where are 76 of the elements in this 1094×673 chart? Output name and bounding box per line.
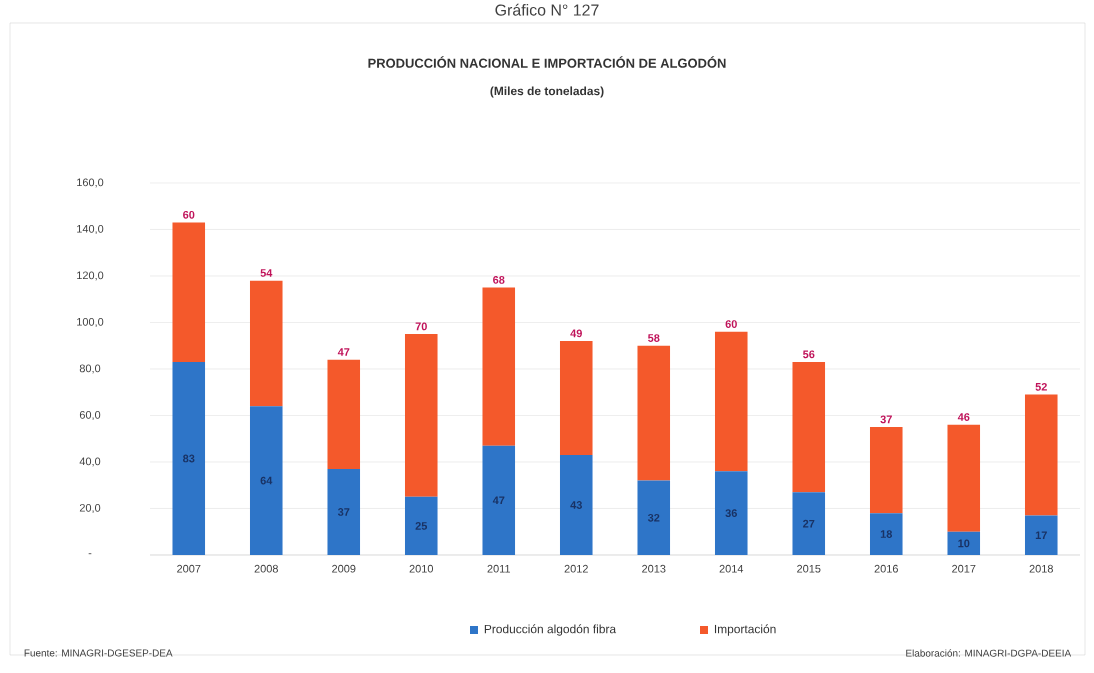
bar [327, 359, 361, 469]
x-tick-label: 2007 [177, 564, 201, 573]
x-tick-label: 2014 [719, 564, 744, 573]
data-label: 60 [725, 320, 737, 328]
data-label: 27 [803, 519, 815, 528]
data-label: 47 [492, 496, 505, 505]
bar [869, 427, 903, 514]
bar [947, 424, 981, 532]
y-tick-label: 20,0 [79, 503, 101, 514]
x-tick-label: 2010 [409, 564, 434, 573]
bar [792, 492, 826, 555]
x-tick-label: 2015 [797, 564, 821, 573]
data-label: 47 [337, 348, 350, 356]
bar [947, 531, 981, 555]
bar [637, 345, 671, 481]
bar [1024, 394, 1058, 516]
chart-title: PRODUCCIÓN NACIONAL E IMPORTACIÓN DE ALGODÓN [368, 56, 726, 68]
x-tick-label: 2018 [1029, 564, 1053, 573]
bar [869, 513, 903, 555]
data-label: 37 [337, 508, 350, 516]
y-tick-label: 40,0 [79, 457, 101, 467]
bar [559, 455, 593, 555]
chart-subtitle: (Miles de toneladas) [490, 86, 604, 98]
data-label: 68 [493, 276, 505, 284]
bar [714, 471, 748, 555]
data-label: 58 [648, 334, 660, 342]
data-label: 52 [1035, 382, 1047, 391]
bar [714, 331, 748, 472]
x-tick-label: 2011 [487, 564, 511, 573]
y-tick-label: 140,0 [77, 224, 104, 235]
x-tick-label: 2016 [874, 564, 898, 573]
bar [404, 334, 438, 497]
data-label: 56 [803, 350, 815, 359]
bar [172, 222, 206, 363]
x-tick-label: 2008 [254, 564, 278, 573]
bar [792, 362, 826, 493]
text: Elaboración: MINAGRI-DGPA-DEEIA [906, 649, 1072, 657]
text: Gráfico N° 127 [495, 3, 599, 16]
bar [404, 496, 438, 555]
data-label: 83 [183, 454, 195, 463]
x-tick-label: 2013 [642, 564, 666, 573]
data-label: 17 [1035, 531, 1047, 539]
bar [559, 341, 593, 456]
data-label: 70 [415, 322, 427, 331]
y-tick-label: 120,0 [77, 271, 104, 281]
data-label: 37 [880, 415, 892, 424]
bar [482, 445, 516, 555]
y-tick-label: 100,0 [77, 317, 104, 328]
data-label: 18 [880, 530, 893, 538]
y-tick-label: 160,0 [77, 178, 104, 188]
y-tick-label: - [88, 553, 92, 555]
y-tick-label: 80,0 [79, 364, 101, 374]
x-tick-label: 2012 [564, 564, 588, 573]
source-note: Fuente: MINAGRI-DGESEP-DEA [24, 649, 173, 657]
data-label: 46 [957, 413, 970, 421]
data-label: 10 [958, 539, 970, 548]
bar [482, 287, 516, 446]
bar [1024, 515, 1058, 555]
x-tick-label: 2017 [952, 564, 976, 573]
bar [327, 468, 361, 555]
bar [637, 480, 671, 555]
data-label: 32 [647, 513, 660, 522]
data-label: 36 [725, 509, 737, 518]
data-label: 25 [415, 522, 428, 530]
data-label: 60 [183, 210, 195, 219]
data-label: 43 [570, 501, 582, 509]
x-tick-label: 2009 [332, 564, 356, 573]
legend-label: Importación [714, 624, 776, 636]
data-label: 64 [260, 476, 273, 485]
bar [249, 406, 283, 555]
bar [172, 362, 206, 555]
data-label: 49 [570, 329, 582, 338]
data-label: 54 [260, 269, 273, 277]
bar [249, 280, 283, 407]
legend-label: Producción algodón fibra [484, 624, 617, 636]
y-tick-label: 60,0 [79, 410, 101, 421]
